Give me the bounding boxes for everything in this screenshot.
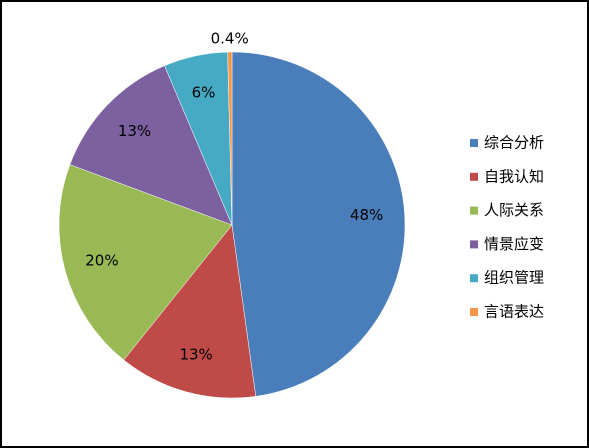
legend-swatch xyxy=(470,308,478,316)
legend-label: 组织管理 xyxy=(484,269,544,287)
legend-swatch xyxy=(470,172,478,181)
pie-slice xyxy=(123,224,257,399)
pie-slice xyxy=(69,65,233,226)
data-label: 13% xyxy=(118,122,151,140)
data-label: 20% xyxy=(85,251,118,269)
legend-swatch xyxy=(470,206,478,215)
pie-slice xyxy=(227,51,233,226)
legend-label: 综合分析 xyxy=(484,134,544,152)
data-label: 13% xyxy=(179,346,212,364)
legend-label: 情景应变 xyxy=(484,235,544,253)
legend-label: 言语表达 xyxy=(484,303,544,321)
legend-swatch xyxy=(470,139,478,147)
legend-swatch xyxy=(470,274,478,283)
pie-slice xyxy=(58,164,233,361)
data-label: 48% xyxy=(350,206,383,224)
data-label: 0.4% xyxy=(211,30,249,48)
legend-label: 自我认知 xyxy=(484,167,544,185)
legend-swatch xyxy=(470,240,478,249)
legend-label: 人际关系 xyxy=(484,201,544,219)
pie-slice xyxy=(231,51,406,397)
data-label: 6% xyxy=(192,84,216,102)
